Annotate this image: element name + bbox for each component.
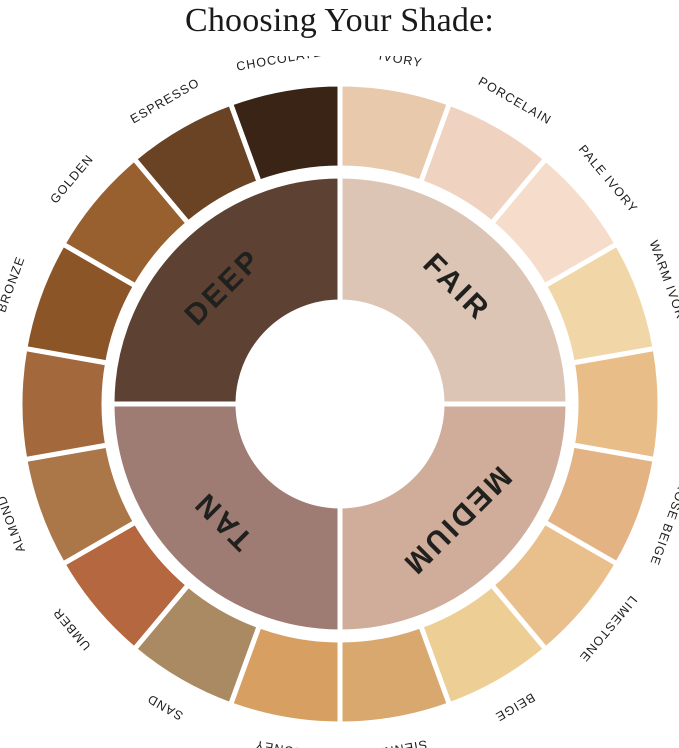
outer-label-bronze-14: BRONZE xyxy=(0,254,28,314)
outer-segment-chocolate-17[interactable] xyxy=(228,81,343,185)
inner-segment-medium[interactable] xyxy=(337,401,571,635)
outer-segment-chestnut-13[interactable] xyxy=(17,345,111,463)
outer-label-warm-ivory-3: WARM IVORY xyxy=(647,239,679,330)
outer-label-almond-12: ALMOND xyxy=(0,493,28,554)
inner-segment-deep[interactable] xyxy=(109,173,343,407)
shade-wheel-container: FAIR MEDIUM TAN DEEP IVORY PORCELAIN PALE IVO… xyxy=(0,56,679,748)
page-title: Choosing Your Shade: xyxy=(184,2,495,39)
outer-label-honey-9: HONEY xyxy=(253,737,305,748)
outer-label-umber-11: UMBER xyxy=(50,605,93,653)
inner-segment-tan[interactable] xyxy=(109,401,343,635)
outer-label-chocolate-17: CHOCOLATE xyxy=(235,56,323,74)
outer-label-rose-beige-5: ROSE BEIGE xyxy=(647,480,679,568)
outer-ring-group xyxy=(17,81,663,727)
outer-label-sand-10: SAND xyxy=(145,691,186,723)
inner-segment-fair[interactable] xyxy=(337,173,571,407)
outer-label-golden-15: GOLDEN xyxy=(47,152,96,206)
outer-label-sienna-8: SIENNA xyxy=(373,737,428,748)
outer-label-ivory-0: IVORY xyxy=(378,56,424,70)
inner-ring-group xyxy=(109,173,571,635)
outer-label-beige-7: BEIGE xyxy=(493,690,538,724)
outer-segment-sand-4[interactable] xyxy=(569,345,663,463)
